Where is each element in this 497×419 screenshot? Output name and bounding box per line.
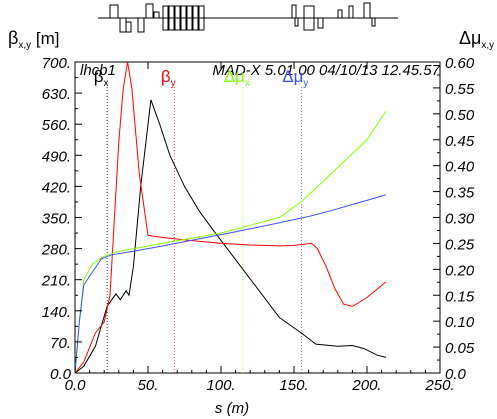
y-left-tick-label: 350. xyxy=(42,211,71,228)
y-right-tick-label: 0.40 xyxy=(445,159,475,176)
y-right-tick-label: 0.35 xyxy=(445,185,475,202)
y-axis-right: 0.0 0.05 0.10 0.15 0.20 0.25 0.30 0.35 0.40 0.45 0… xyxy=(433,55,475,383)
y-right-tick-label: 0.20 xyxy=(445,262,475,279)
optics-label: lhcb1 xyxy=(80,62,116,79)
lattice-element xyxy=(294,17,299,27)
y-right-tick-label: 0.0 xyxy=(445,366,467,383)
lattice-element xyxy=(125,21,132,33)
series-line-βx xyxy=(74,99,387,374)
y-left-tick-label: 420. xyxy=(42,179,71,196)
x-tick-label: 250. xyxy=(424,377,454,394)
lattice-element xyxy=(371,17,376,27)
lattice-element xyxy=(186,5,193,31)
series-line-βy xyxy=(74,61,387,374)
y-right-tick-label: 0.60 xyxy=(445,55,475,72)
x-tick-label: 150. xyxy=(279,377,308,394)
y-left-tick-label: 700. xyxy=(42,55,71,72)
x-axis: 0.0 50. 100. 150. 200. 250. xyxy=(65,62,455,394)
y-left-tick-label: 490. xyxy=(42,148,71,165)
lattice-element xyxy=(348,5,354,19)
x-tick-label: 0.0 xyxy=(65,377,87,394)
lattice-element-strip xyxy=(98,2,398,33)
lattice-element xyxy=(168,5,175,31)
y-right-tick-label: 0.05 xyxy=(445,340,475,357)
plot-frame xyxy=(74,61,441,374)
y-left-tick-label: 560. xyxy=(42,117,71,134)
legend-entry: βy xyxy=(161,67,176,89)
lattice-element xyxy=(192,5,199,31)
y-right-tick-label: 0.30 xyxy=(445,211,475,228)
y-right-tick-label: 0.15 xyxy=(445,288,475,305)
x-axis-label: s (m) xyxy=(215,400,249,417)
x-tick-label: 100. xyxy=(206,377,235,394)
legend-entry: Δμy xyxy=(282,67,308,89)
y-left-tick-label: 280. xyxy=(41,242,71,259)
y-right-label: Δμx,y xyxy=(459,28,494,51)
y-left-tick-label: 210. xyxy=(41,273,71,290)
lattice-element xyxy=(153,11,160,19)
y-left-tick-label: 140. xyxy=(42,304,71,321)
plot-border xyxy=(74,61,441,374)
y-right-tick-label: 0.45 xyxy=(445,133,475,150)
lattice-element xyxy=(119,17,127,33)
legend-entry: βx xyxy=(94,67,109,89)
program-label: MAD-X 5.01.00 04/10/13 12.45.57 xyxy=(212,62,440,79)
lattice-element xyxy=(303,5,315,31)
lattice-element xyxy=(145,3,154,19)
legend-entry: Δμx xyxy=(224,67,250,89)
lattice-element xyxy=(337,9,343,19)
y-right-tick-label: 0.25 xyxy=(445,236,475,253)
y-left-tick-label: 70. xyxy=(50,335,71,352)
series-line-Δμx xyxy=(74,110,387,374)
lattice-element xyxy=(317,17,324,29)
lattice-element xyxy=(291,4,297,19)
y-right-tick-label: 0.55 xyxy=(445,81,475,98)
lattice-element xyxy=(137,17,145,33)
series-lines xyxy=(74,61,387,374)
x-tick-label: 200. xyxy=(351,377,381,394)
x-tick-label: 50. xyxy=(138,377,159,394)
series-line-Δμy xyxy=(74,194,387,374)
y-left-label: βx,y [m] xyxy=(8,28,59,51)
lattice-element xyxy=(363,2,371,19)
lattice-element xyxy=(180,5,187,31)
lattice-element xyxy=(198,5,205,31)
y-left-tick-label: 630. xyxy=(42,86,71,103)
legend: βx βy Δμx Δμy xyxy=(94,67,309,89)
y-axis-left: 0.0 70. 140. 210. 280. 350. 420. 490. 560. 630. 70… xyxy=(41,55,82,383)
y-right-tick-label: 0.10 xyxy=(445,314,475,331)
lattice-element xyxy=(174,5,181,31)
lattice-element xyxy=(162,5,169,31)
y-right-tick-label: 0.50 xyxy=(445,107,475,124)
y-left-tick-label: 0.0 xyxy=(50,366,72,383)
lattice-element xyxy=(109,4,119,19)
